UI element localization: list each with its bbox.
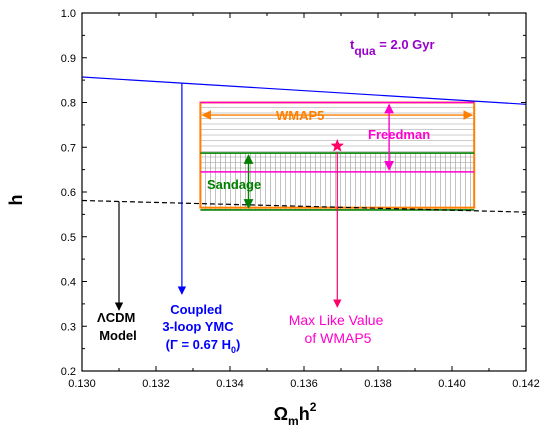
x-tick-label: 0.132 — [142, 378, 170, 390]
y-tick-label: 1.0 — [61, 8, 76, 20]
maxlike-label-line2: of WMAP5 — [305, 330, 372, 346]
maxlike-label-line1: Max Like Value — [289, 312, 384, 328]
gamma-open: ( — [166, 337, 171, 352]
ymc-label-line2: 3-loop YMC — [162, 319, 234, 334]
freedman-label: Freedman — [368, 127, 430, 142]
y-tick-label: 0.4 — [61, 277, 76, 289]
lcdm-line — [82, 199, 526, 213]
ticks-layer: 0.130 0.132 0.134 0.136 0.138 0.140 0.142 0.2 0.… — [61, 8, 540, 390]
y-tick-label: 0.9 — [61, 53, 76, 65]
tqua-rest: = 2.0 Gyr — [376, 37, 435, 52]
y-tick-label: 0.7 — [61, 142, 76, 154]
x-axis-label-sub: m — [288, 414, 299, 428]
x-axis-label: Ωmh2 — [274, 400, 317, 428]
wmap5-label: WMAP5 — [276, 108, 324, 123]
x-tick-label: 0.134 — [216, 378, 244, 390]
gamma-close: ) — [236, 337, 240, 352]
x-tick-label: 0.130 — [68, 378, 96, 390]
gamma-eq: = 0.67 H — [178, 337, 231, 352]
gamma-label: (Γ = 0.67 H0) — [166, 337, 241, 355]
lcdm-label-line1: ΛCDM — [97, 310, 135, 325]
ymc-label-line1: Coupled — [170, 302, 222, 317]
x-tick-label: 0.140 — [438, 378, 466, 390]
maxlike-label: Max Like Value of WMAP5 — [289, 312, 388, 346]
maxlike-star — [330, 138, 344, 152]
gamma-symbol: Γ — [170, 337, 178, 352]
x-axis-label-h: h — [299, 404, 310, 424]
y-axis-label: h — [6, 195, 26, 206]
tqua-sub: qua — [354, 44, 376, 58]
arrows-layer — [114, 83, 474, 311]
y-tick-label: 0.8 — [61, 98, 76, 110]
tqua-t: t — [350, 37, 355, 52]
ymc-label: Coupled 3-loop YMC — [162, 302, 234, 334]
y-tick-label: 0.3 — [61, 321, 76, 333]
series-layer — [82, 76, 526, 213]
ymc-line — [82, 76, 526, 105]
y-tick-label: 0.2 — [61, 366, 76, 378]
x-tick-label: 0.136 — [290, 378, 318, 390]
x-axis-label-omega: Ω — [274, 404, 288, 424]
lcdm-label: ΛCDM Model — [97, 310, 139, 343]
gamma-sub: 0 — [231, 345, 236, 355]
y-tick-label: 0.6 — [61, 187, 76, 199]
sandage-label: Sandage — [207, 177, 261, 192]
x-tick-label: 0.138 — [364, 378, 392, 390]
x-tick-label: 0.142 — [512, 378, 540, 390]
tqua-label: tqua = 2.0 Gyr — [350, 37, 435, 58]
y-tick-label: 0.5 — [61, 232, 76, 244]
x-axis-label-sup: 2 — [310, 400, 317, 414]
lcdm-label-line2: Model — [99, 328, 137, 343]
